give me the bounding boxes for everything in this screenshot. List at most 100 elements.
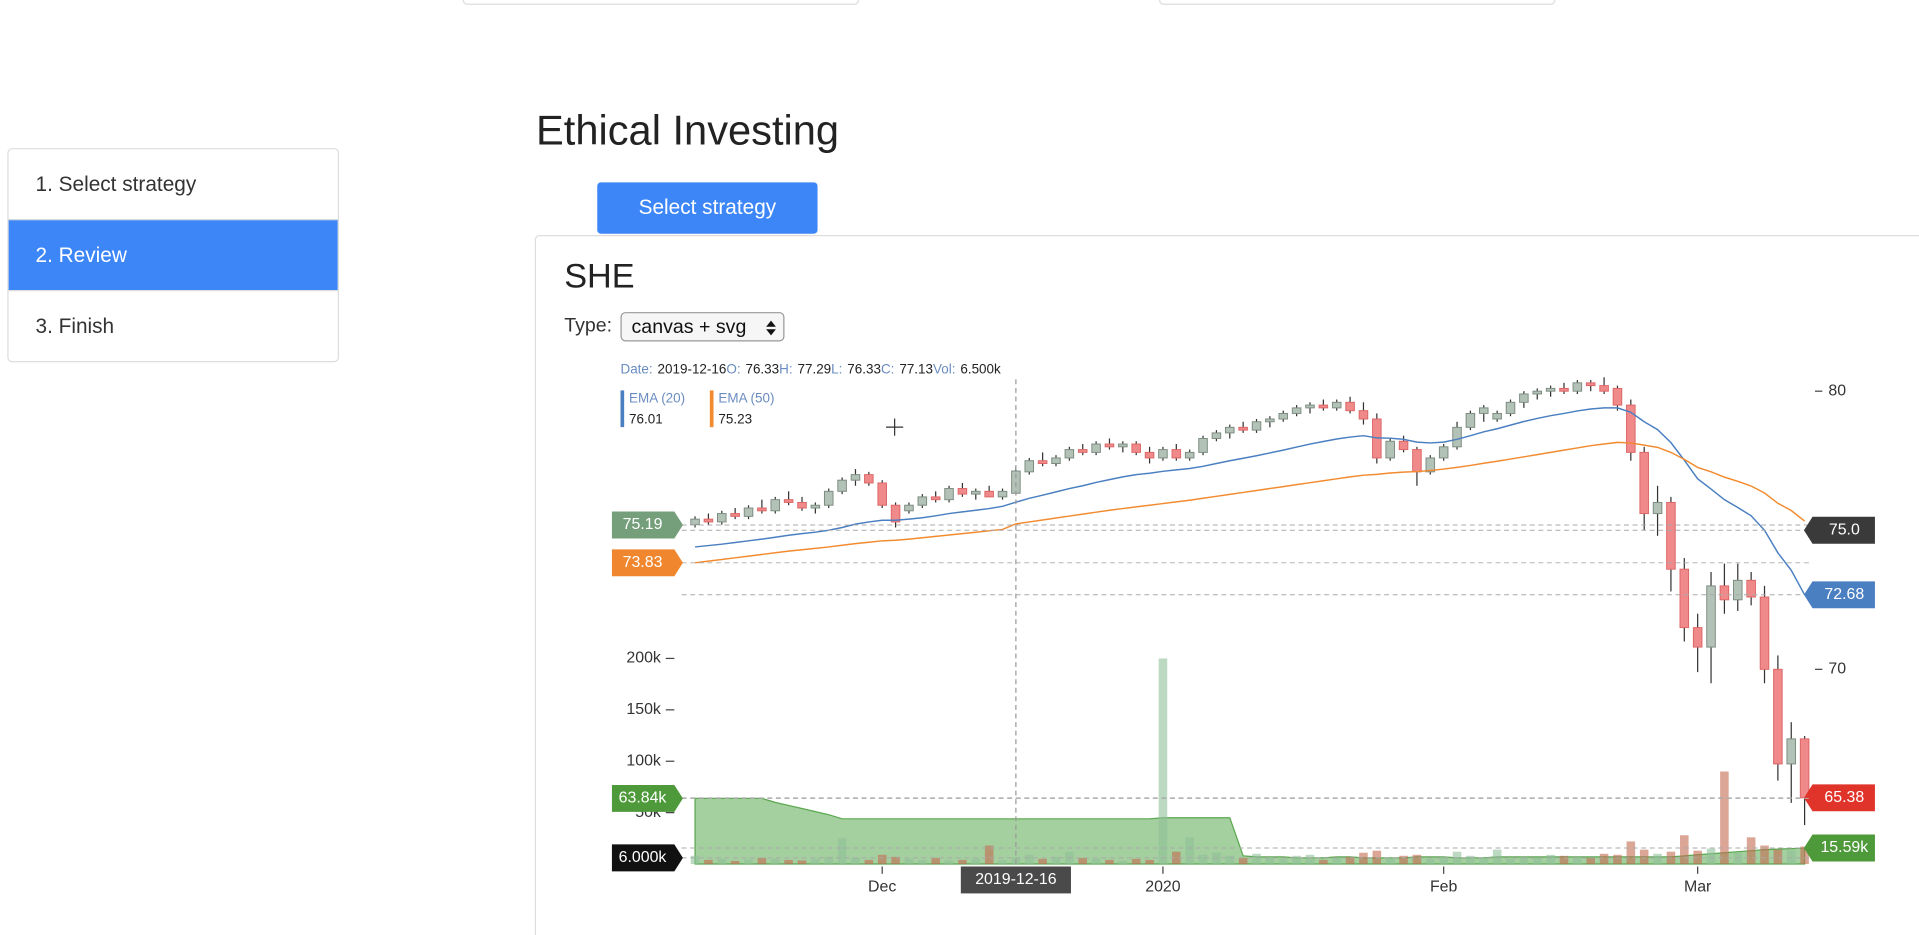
volume-average-area — [694, 797, 1806, 865]
candle-body — [984, 490, 994, 498]
candle-body — [1746, 579, 1756, 598]
candle-body — [1412, 449, 1422, 473]
candle-body — [1786, 738, 1797, 765]
edge-label: 75.0 — [1829, 521, 1860, 538]
candle-body — [864, 474, 874, 484]
tooltip-label: O: — [726, 361, 740, 376]
volume-bar — [931, 857, 940, 865]
volume-bar — [1265, 856, 1275, 865]
volume-bar — [730, 860, 740, 865]
candle-body — [1492, 412, 1502, 420]
candle-body — [1225, 426, 1235, 434]
edge-label-box — [611, 784, 683, 812]
edge-label-box — [611, 844, 683, 872]
candle-body — [1652, 501, 1663, 515]
legend-name: EMA (20) — [629, 391, 685, 406]
type-select[interactable]: canvas + svg — [620, 312, 785, 342]
edge-label: 75.19 — [623, 516, 663, 533]
volume-bar — [784, 859, 793, 865]
volume-bar — [744, 859, 753, 865]
volume-bar — [1573, 856, 1582, 865]
edge-label-box — [1803, 581, 1875, 609]
volume-bar — [1319, 859, 1328, 865]
candle-body — [1077, 449, 1088, 453]
legend-swatch — [709, 390, 714, 428]
ema-line — [694, 407, 1806, 596]
volume-bar — [1439, 856, 1448, 865]
candle-body — [1144, 451, 1155, 459]
nav-step[interactable]: 3. Finish — [8, 290, 338, 361]
page-title: Ethical Investing — [536, 107, 840, 155]
candle-body — [1358, 410, 1369, 420]
candle-body — [997, 490, 1008, 498]
volume-tick-label: 100k — [626, 752, 661, 769]
candle-body — [1692, 627, 1703, 648]
volume-bar — [1172, 851, 1181, 865]
candle-body — [1452, 426, 1462, 448]
volume-bar — [1185, 837, 1194, 865]
edge-label: 73.83 — [623, 554, 663, 571]
volume-bar — [1212, 852, 1221, 865]
volume-bar — [1024, 854, 1034, 865]
candle-body — [1585, 382, 1596, 387]
candle-body — [904, 504, 914, 512]
legend-value: 75.23 — [718, 411, 752, 426]
volume-bar — [984, 845, 994, 865]
candle-body — [783, 499, 794, 503]
volume-bar — [690, 855, 700, 865]
tooltip-label: Date: — [620, 361, 652, 376]
volume-tick-label: 200k — [626, 650, 661, 667]
volume-bar — [1399, 855, 1408, 865]
volume-bar — [971, 858, 981, 865]
type-label: Type: — [564, 315, 613, 337]
candle-body — [1626, 404, 1636, 453]
volume-bar — [1238, 857, 1248, 865]
legend-swatch — [620, 390, 625, 428]
candle-body — [1572, 382, 1583, 392]
select-strategy-button[interactable]: Select strategy — [597, 182, 818, 234]
volume-bar — [1278, 858, 1288, 865]
volume-bar — [1720, 771, 1729, 865]
candle-body — [1118, 443, 1128, 448]
candle-body — [877, 482, 887, 506]
edge-label-box — [611, 511, 683, 539]
nav-step[interactable]: 2. Review — [8, 219, 338, 291]
edge-label-box — [1803, 516, 1875, 544]
volume-bar — [1706, 848, 1716, 865]
nav-step[interactable]: 1. Select strategy — [35, 172, 197, 196]
step-nav: 1. Select strategy 2. Review 3. Finish — [7, 148, 340, 363]
volume-bar — [1746, 837, 1756, 865]
tooltip-label: Vol: — [933, 361, 955, 376]
candle-body — [823, 490, 834, 506]
volume-bar — [1158, 658, 1168, 865]
legend-value: 76.01 — [629, 411, 663, 426]
volume-bar — [1292, 855, 1301, 865]
candle-body — [1305, 404, 1315, 409]
candle-body — [1719, 585, 1730, 601]
volume-bar — [1546, 854, 1555, 865]
volume-bar — [1105, 859, 1114, 865]
volume-bar — [998, 859, 1007, 865]
volume-bar — [1118, 860, 1128, 865]
candle-body — [1171, 449, 1182, 459]
edge-label: 6.000k — [619, 849, 667, 866]
candle-body — [1559, 387, 1569, 392]
volume-bar — [1599, 853, 1609, 865]
candle-body — [703, 518, 714, 523]
tooltip-value: 6.500k — [960, 361, 1001, 376]
candle-body — [890, 504, 901, 523]
candle-body — [1238, 426, 1248, 431]
volume-bar — [1800, 846, 1809, 865]
y-tick-label: 70 — [1828, 661, 1846, 678]
volume-bar — [1131, 858, 1141, 865]
volume-bar — [770, 858, 780, 865]
chart-panel — [534, 234, 1919, 935]
candle-body — [717, 513, 727, 523]
candle-body — [1612, 387, 1623, 406]
volume-bar — [1466, 855, 1475, 865]
volume-bar — [851, 857, 860, 865]
candle-body — [1385, 440, 1395, 459]
candle-body — [770, 499, 781, 512]
